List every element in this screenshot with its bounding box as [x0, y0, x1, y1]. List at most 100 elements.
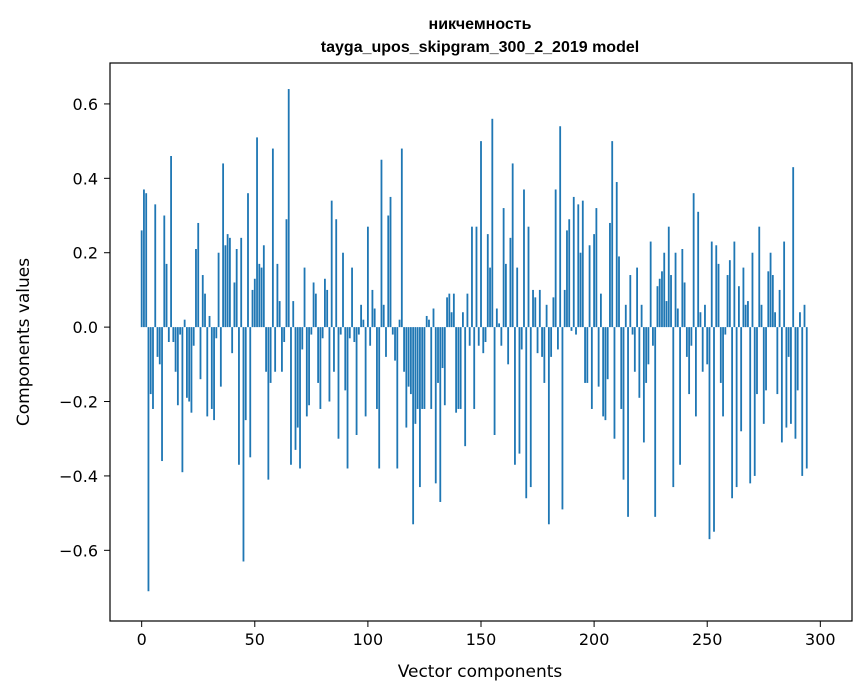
- bar-93: [351, 267, 353, 328]
- bar-207: [609, 222, 611, 328]
- bar-292: [801, 327, 804, 476]
- bar-180: [547, 327, 550, 525]
- bar-34: [217, 252, 220, 328]
- bar-36: [222, 163, 225, 328]
- bar-70: [299, 327, 301, 469]
- bar-174: [534, 297, 537, 328]
- bar-241: [685, 327, 688, 357]
- bar-12: [167, 327, 170, 342]
- bar-98: [362, 319, 365, 328]
- bar-11: [165, 263, 168, 328]
- bar-2: [145, 193, 148, 328]
- bar-218: [633, 327, 636, 372]
- y-axis: −0.6 −0.4 −0.2 0.0 0.2 0.4 0.6: [59, 95, 110, 560]
- bar-135: [446, 297, 448, 328]
- bar-224: [647, 327, 650, 365]
- bar-184: [557, 327, 559, 350]
- bar-119: [409, 327, 412, 395]
- bar-230: [661, 271, 663, 328]
- y-axis-label: Components values: [14, 258, 34, 426]
- bar-56: [267, 327, 270, 480]
- bar-251: [708, 327, 711, 540]
- bar-240: [683, 282, 686, 328]
- bar-167: [518, 327, 521, 454]
- bar-114: [398, 319, 401, 328]
- bar-288: [792, 167, 795, 328]
- bar-206: [606, 327, 609, 380]
- bar-168: [520, 327, 523, 350]
- bar-256: [719, 327, 722, 383]
- x-tick-label: 50: [245, 630, 265, 649]
- bar-289: [794, 327, 797, 439]
- bar-211: [618, 256, 620, 328]
- bar-121: [414, 327, 417, 424]
- bar-194: [579, 252, 582, 328]
- bar-223: [645, 327, 648, 383]
- bar-191: [572, 196, 575, 328]
- bar-277: [767, 271, 770, 328]
- bar-58: [271, 148, 274, 328]
- y-tick-label: −0.2: [59, 393, 98, 412]
- bar-143: [464, 327, 467, 447]
- bar-15: [174, 327, 177, 372]
- x-tick-label: 100: [353, 630, 384, 649]
- bar-131: [437, 327, 439, 383]
- bar-192: [575, 327, 577, 335]
- bar-26: [199, 327, 202, 380]
- bar-177: [541, 327, 543, 357]
- bar-129: [432, 308, 435, 328]
- bar-246: [697, 211, 700, 328]
- bar-105: [378, 327, 381, 469]
- bar-190: [570, 327, 573, 331]
- bar-115: [400, 148, 403, 328]
- bar-43: [238, 327, 240, 465]
- y-tick-label: −0.6: [59, 541, 98, 560]
- bar-293: [803, 304, 806, 328]
- bar-122: [416, 327, 419, 409]
- x-axis: 0 50 100 150 200 250 300: [137, 621, 836, 649]
- bar-166: [516, 267, 519, 328]
- bar-235: [672, 327, 675, 488]
- bar-54: [262, 245, 265, 328]
- bar-40: [231, 327, 234, 354]
- bar-28: [204, 293, 206, 328]
- bar-94: [353, 327, 356, 342]
- bar-226: [652, 327, 654, 346]
- bar-287: [790, 327, 792, 424]
- bar-227: [654, 327, 657, 517]
- y-tick-label: 0.0: [73, 318, 98, 337]
- bar-250: [706, 327, 709, 365]
- bar-4: [149, 327, 152, 395]
- bar-102: [371, 289, 374, 328]
- bar-6: [154, 204, 157, 328]
- bar-189: [568, 219, 571, 328]
- bar-139: [455, 327, 458, 413]
- bar-52: [258, 263, 261, 328]
- bar-35: [219, 327, 222, 387]
- bar-69: [296, 327, 299, 428]
- bar-242: [688, 327, 691, 395]
- bar-104: [376, 327, 378, 409]
- bar-291: [799, 312, 801, 328]
- bar-17: [179, 327, 182, 335]
- bar-79: [319, 327, 322, 409]
- bar-113: [396, 327, 399, 469]
- y-tick-label: 0.2: [73, 244, 98, 263]
- bar-84: [330, 200, 333, 328]
- bar-86: [335, 219, 338, 328]
- bar-128: [430, 327, 433, 409]
- bar-181: [550, 327, 553, 357]
- bar-85: [333, 327, 335, 372]
- bar-234: [670, 275, 672, 328]
- bar-91: [346, 327, 349, 469]
- bar-3: [147, 327, 150, 592]
- bar-209: [613, 327, 616, 439]
- bar-42: [235, 249, 238, 328]
- x-tick-label: 200: [579, 630, 610, 649]
- bar-179: [545, 304, 548, 328]
- bar-92: [348, 327, 351, 339]
- bar-109: [387, 215, 390, 328]
- bar-178: [543, 327, 546, 383]
- bar-255: [717, 263, 720, 328]
- bar-118: [407, 327, 410, 387]
